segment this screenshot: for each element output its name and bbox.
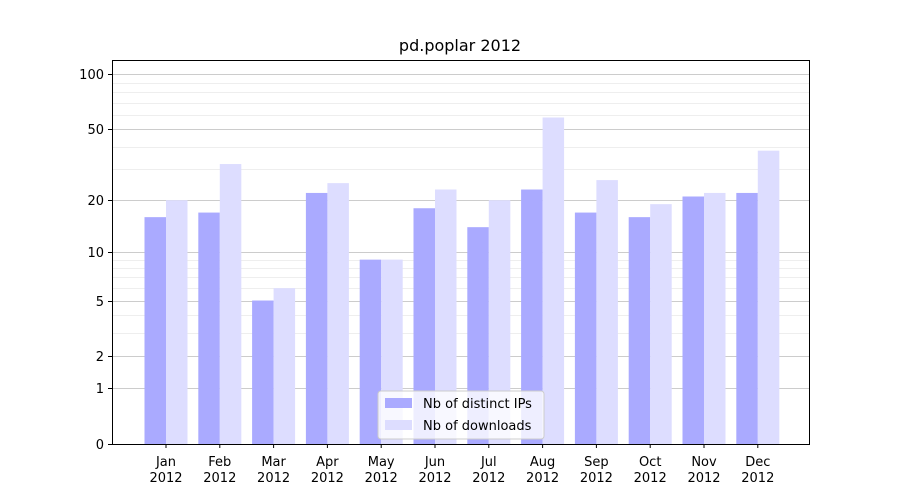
bar-downloads [219,164,242,444]
x-tick-label-month: May [368,455,395,470]
bar-distinct-ips [736,192,758,444]
x-tick-label-month: Oct [639,455,661,470]
y-tick-label: 5 [96,295,104,310]
x-tick-label-year: 2012 [472,471,505,486]
x-tick-label-month: Dec [745,455,770,470]
legend-box [377,390,545,440]
y-tick-label: 1 [96,382,104,397]
bar-downloads [273,288,296,444]
x-tick-label-month: Sep [584,455,609,470]
bar-distinct-ips [305,192,328,444]
bar-distinct-ips [252,300,274,444]
legend: Nb of distinct IPs Nb of downloads [377,390,545,440]
bar-distinct-ips [198,212,220,444]
x-tick-label-year: 2012 [580,471,613,486]
bar-distinct-ips [682,196,704,444]
bar-downloads [596,180,618,444]
x-tick-label-year: 2012 [526,471,559,486]
bar-distinct-ips [628,217,651,444]
y-tick-label: 10 [87,246,104,261]
x-tick-label-year: 2012 [741,471,774,486]
bar-downloads [166,200,188,444]
bar-downloads [488,200,511,444]
bar-downloads [704,192,726,444]
bar-downloads [327,183,349,444]
legend-label-downloads: Nb of downloads [423,419,532,434]
legend-label-distinct-ips: Nb of distinct IPs [423,397,532,412]
legend-swatch-downloads [385,420,412,430]
bar-distinct-ips [359,259,382,444]
bar-distinct-ips [144,217,166,444]
bar-distinct-ips [413,208,435,444]
x-tick-label-month: Jan [155,455,176,470]
x-tick-label-year: 2012 [203,471,236,486]
x-tick-label-year: 2012 [365,471,398,486]
y-tick-label: 20 [87,194,104,209]
x-tick-label-month: Jun [424,455,445,470]
bar-distinct-ips [574,212,597,444]
x-tick-label-month: Feb [208,455,231,470]
y-tick-label: 2 [96,350,104,365]
y-tick-label: 0 [96,438,104,453]
x-tick-label-month: Jul [480,455,497,470]
x-tick-label-month: Apr [316,455,339,470]
y-tick-label: 100 [79,68,104,83]
bar-downloads [757,150,780,444]
x-tick-label-month: Nov [691,455,717,470]
bar-distinct-ips [521,189,543,444]
chart-title: pd.poplar 2012 [399,36,521,55]
x-tick-label-year: 2012 [687,471,720,486]
x-tick-label-year: 2012 [257,471,290,486]
y-tick-label: 50 [87,123,104,138]
bar-downloads [435,189,457,444]
x-axis: Jan2012Feb2012Mar2012Apr2012May2012Jun20… [149,444,774,486]
plot-area-frame [112,60,810,445]
legend-swatch-distinct-ips [385,398,412,408]
bar-downloads [542,117,565,444]
x-tick-label-month: Mar [261,455,286,470]
x-tick-label-year: 2012 [418,471,451,486]
x-tick-label-year: 2012 [311,471,344,486]
bar-distinct-ips [467,227,489,444]
x-tick-label-year: 2012 [149,471,182,486]
x-tick-label-year: 2012 [634,471,667,486]
y-axis: 0 1 2 5 10 20 50 100 [79,68,112,453]
bar-downloads [650,204,672,444]
x-tick-label-month: Aug [530,455,555,470]
